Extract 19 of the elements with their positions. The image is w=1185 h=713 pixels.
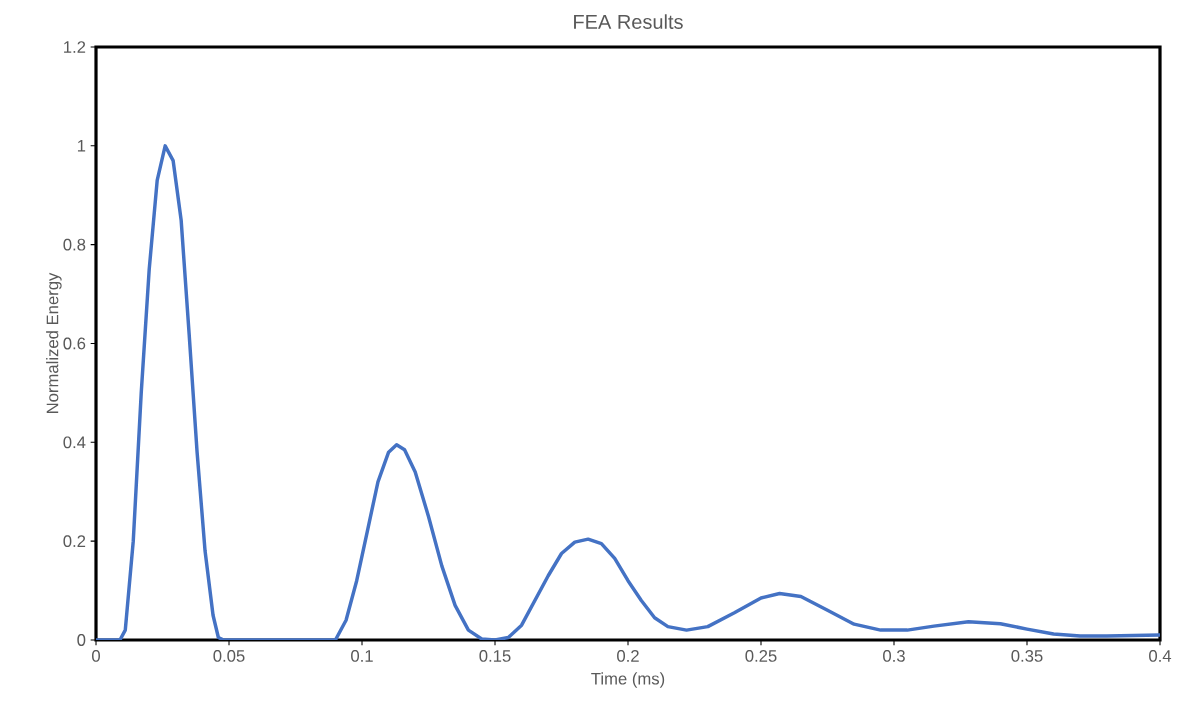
y-tick-label: 0.6: [63, 337, 86, 350]
y-tick-label: 0.2: [63, 535, 86, 548]
y-tick-label: 1.2: [64, 41, 86, 53]
x-tick-label: 0.1: [351, 650, 373, 662]
x-tick-label: 0.25: [745, 650, 777, 662]
x-axis-title: Time (ms): [591, 672, 665, 688]
x-tick-label: 0: [92, 650, 100, 662]
x-tick-label: 0.05: [213, 650, 245, 662]
x-tick-label: 0.35: [1011, 650, 1043, 662]
x-tick-label: 0.3: [883, 650, 905, 662]
y-tick-label: 0: [77, 634, 86, 646]
y-axis-title: Normalized Energy: [46, 272, 62, 413]
x-tick-label: 0.4: [1149, 650, 1172, 662]
chart-title: FEA Results: [574, 14, 683, 29]
x-tick-label: 0.2: [617, 650, 639, 662]
x-tick-label: 0.15: [479, 650, 511, 662]
y-tick-label: 1: [77, 140, 86, 152]
y-tick-label: 0.8: [63, 238, 86, 251]
y-tick-label: 0.4: [63, 436, 86, 449]
